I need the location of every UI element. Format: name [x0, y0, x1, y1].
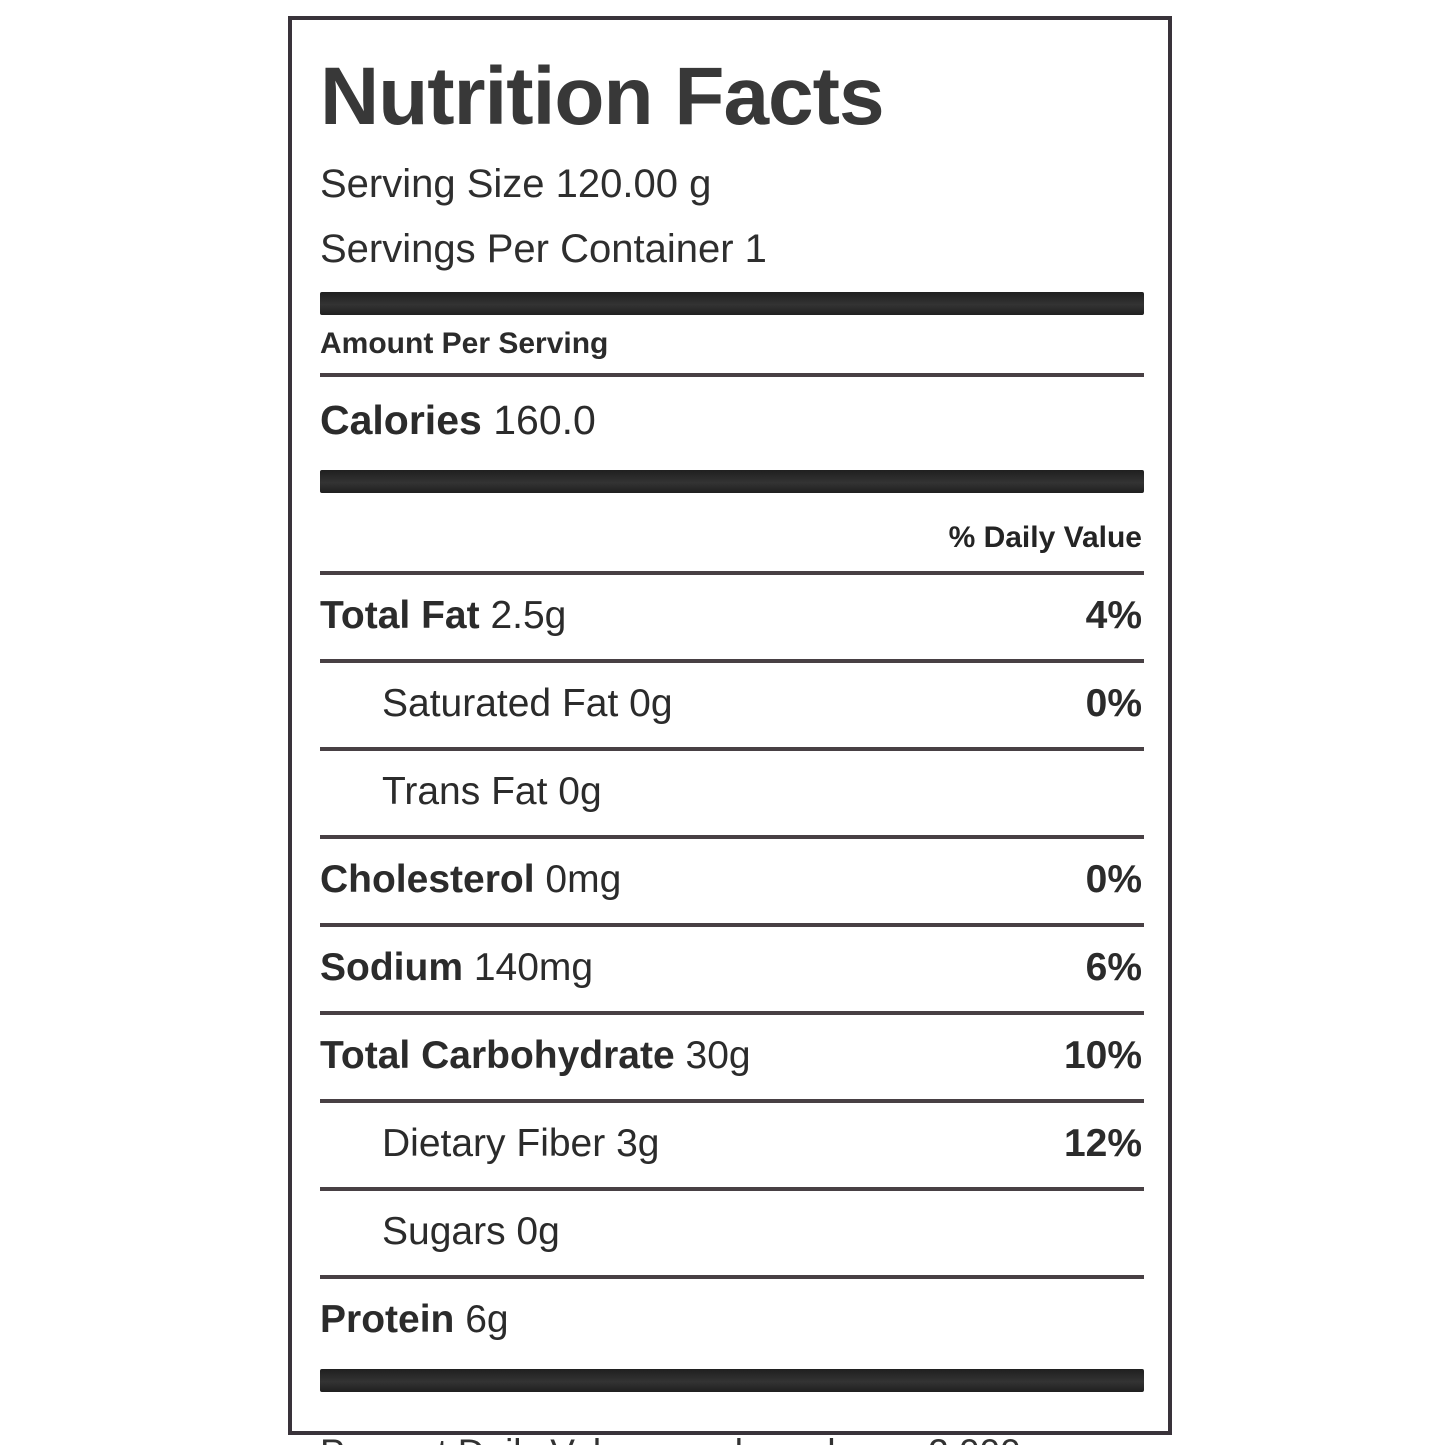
nutrient-name-amount: Dietary Fiber 3g	[382, 1122, 660, 1165]
nutrient-row-dietary-fiber: Dietary Fiber 3g 12%	[320, 1103, 1144, 1187]
nutrient-name-amount: Total Fat 2.5g	[320, 594, 567, 637]
nutrient-row-sodium: Sodium 140mg 6%	[320, 927, 1144, 1011]
servings-per-container-text: Servings Per Container 1	[320, 227, 767, 271]
nutrient-name-amount: Trans Fat 0g	[382, 770, 602, 813]
divider	[320, 835, 1144, 839]
label-title: Nutrition Facts	[320, 51, 885, 142]
divider	[320, 373, 1144, 377]
nutrient-name-amount: Total Carbohydrate 30g	[320, 1034, 751, 1077]
daily-value-percent: 12%	[1063, 1122, 1142, 1165]
calories-value: 160.0	[493, 397, 596, 443]
daily-value-percent: 0%	[1085, 682, 1142, 725]
daily-value-percent: 4%	[1085, 594, 1142, 637]
nutrient-name-amount: Cholesterol 0mg	[320, 858, 622, 901]
nutrient-row-protein: Protein 6g	[320, 1279, 1144, 1363]
nutrient-row-sugars: Sugars 0g	[320, 1191, 1144, 1275]
divider	[320, 1275, 1144, 1279]
nutrient-row-total-fat: Total Fat 2.5g 4%	[320, 575, 1144, 659]
calories-row: Calories 160.0	[320, 377, 1144, 470]
nutrient-name-amount: Sugars 0g	[382, 1210, 560, 1253]
nutrient-name-amount: Saturated Fat 0g	[382, 682, 673, 725]
separator-bar-middle	[320, 470, 1144, 493]
amount-per-serving-heading: Amount Per Serving	[320, 327, 609, 360]
nutrient-row-trans-fat: Trans Fat 0g	[320, 751, 1144, 835]
nutrition-facts-label: Nutrition Facts Serving Size 120.00 g Se…	[288, 16, 1172, 1445]
divider	[320, 1187, 1144, 1191]
divider	[320, 659, 1144, 663]
divider	[320, 923, 1144, 927]
divider	[320, 1011, 1144, 1015]
daily-value-percent: 10%	[1063, 1034, 1142, 1077]
divider	[320, 1099, 1144, 1103]
footnote-text: Percent Daily Values are based on a 2,00…	[320, 1404, 1144, 1445]
daily-value-percent: 0%	[1085, 858, 1142, 901]
nutrient-name-amount: Sodium 140mg	[320, 946, 594, 989]
calories-label: Calories	[320, 397, 482, 443]
daily-value-percent: 6%	[1085, 946, 1142, 989]
nutrient-name-amount: Protein 6g	[320, 1298, 509, 1341]
nutrient-row-saturated-fat: Saturated Fat 0g 0%	[320, 663, 1144, 747]
serving-size-text: Serving Size 120.00 g	[320, 162, 712, 206]
divider	[320, 747, 1144, 751]
separator-bar-top	[320, 292, 1144, 315]
nutrient-row-total-carbohydrate: Total Carbohydrate 30g 10%	[320, 1015, 1144, 1099]
divider	[320, 571, 1144, 575]
daily-value-header: % Daily Value	[948, 521, 1142, 554]
separator-bar-bottom	[320, 1369, 1144, 1392]
nutrient-row-cholesterol: Cholesterol 0mg 0%	[320, 839, 1144, 923]
